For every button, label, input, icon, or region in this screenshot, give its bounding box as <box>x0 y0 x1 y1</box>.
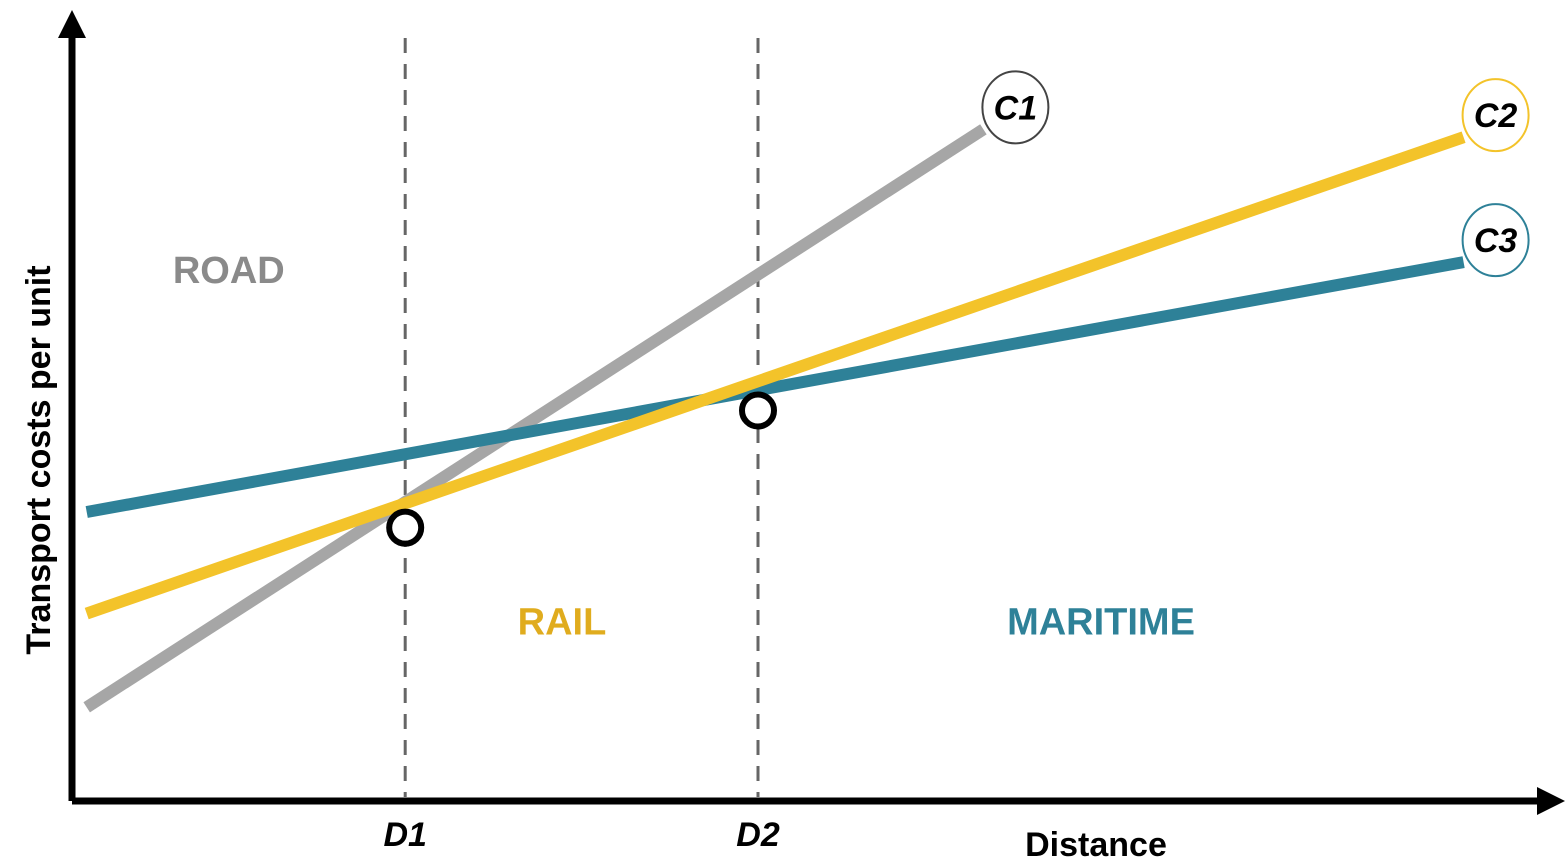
tick-label-d1: D1 <box>383 816 426 854</box>
series-label-c3: C3 <box>1474 222 1518 260</box>
intersection-marker-2 <box>739 391 777 430</box>
series-label-circle-c2 <box>1461 78 1530 153</box>
series-label-c2: C2 <box>1474 97 1518 135</box>
series-labels: C1 C2 C3 <box>981 70 1530 278</box>
tick-labels: D1 D2 <box>383 816 779 854</box>
region-labels: ROAD RAIL MARITIME <box>173 250 1195 643</box>
region-label-maritime: MARITIME <box>1007 601 1195 643</box>
series-line-c3 <box>85 256 1465 518</box>
x-axis-arrow <box>1537 787 1565 815</box>
y-axis-arrow <box>58 10 86 38</box>
region-label-rail: RAIL <box>518 601 607 643</box>
series-label-circle-c1 <box>981 70 1050 145</box>
y-axis-label: Transport costs per unit <box>20 265 58 654</box>
guide-lines <box>403 38 760 797</box>
region-label-road: ROAD <box>173 250 285 292</box>
series-label-circle-c3 <box>1461 203 1530 278</box>
series-lines <box>83 124 1466 713</box>
series-line-c2 <box>84 131 1466 620</box>
series-line-c1 <box>83 124 987 713</box>
intersection-markers <box>386 391 777 547</box>
x-axis-label: Distance <box>1025 826 1167 864</box>
tick-label-d2: D2 <box>736 816 780 854</box>
series-label-c1: C1 <box>994 89 1037 127</box>
axes <box>58 10 1565 815</box>
intersection-marker-1 <box>386 508 425 547</box>
